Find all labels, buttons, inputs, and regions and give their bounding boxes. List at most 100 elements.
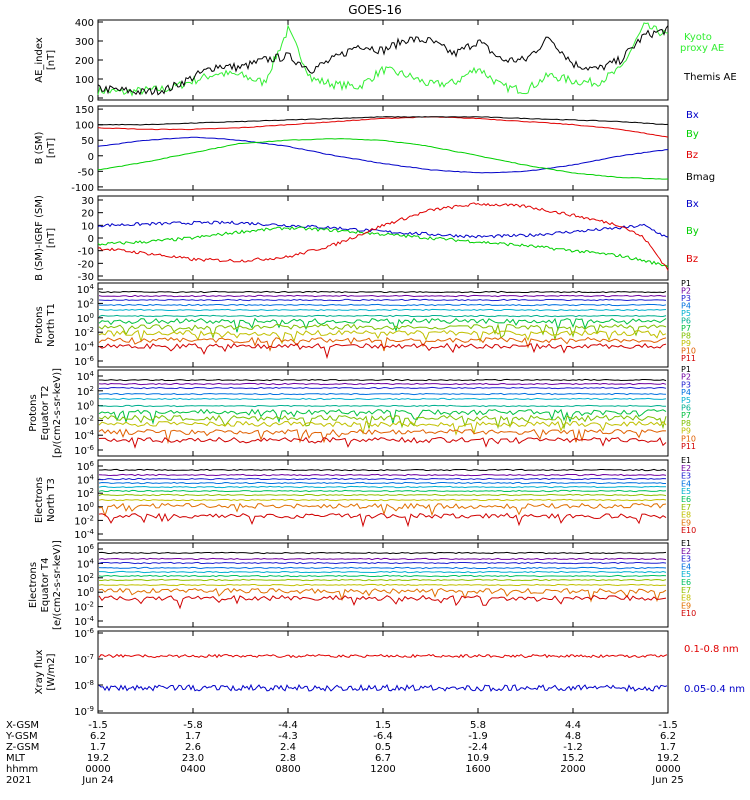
y-tick-label: 20 [81, 209, 94, 220]
x-row-value: 6.7 [375, 753, 391, 764]
x-row-value: 2.8 [280, 753, 296, 764]
x-row-value: 10.9 [467, 753, 489, 764]
channel-line-e9 [98, 502, 667, 518]
channel-line-p2 [98, 382, 667, 386]
y-tick-label: 102 [77, 572, 94, 585]
legend-p3: P3 [681, 294, 691, 303]
legend-bz: Bz [686, 254, 698, 265]
channel-line-e1 [98, 551, 667, 555]
channel-line-p1 [98, 290, 667, 294]
legend-p2: P2 [681, 287, 691, 296]
y-tick-label: 0 [88, 94, 94, 105]
legend-e7: E7 [681, 586, 691, 595]
y-tick-label: 100 [77, 501, 94, 514]
channel-line-p10 [98, 336, 667, 352]
legend-e9: E9 [681, 601, 691, 610]
y-tick-label: 0 [88, 152, 94, 163]
y-axis-label: Protons [28, 394, 39, 431]
x-row-value: -1.5 [88, 720, 108, 731]
xray-series-1 [98, 683, 668, 693]
x-row-label: Y-GSM [5, 731, 38, 742]
y-tick-label: 106 [77, 460, 95, 473]
y-axis-label: [nT] [46, 138, 57, 158]
legend-e5: E5 [681, 570, 691, 579]
channel-line-p4 [98, 392, 667, 396]
y-axis-label: Equator T2 [40, 386, 51, 441]
channel-line-e8 [98, 583, 667, 587]
channel-line-p3 [98, 386, 667, 390]
legend-p8: P8 [681, 419, 691, 428]
legend-themis-ae: Themis AE [683, 72, 737, 83]
y-tick-label: -30 [78, 272, 94, 283]
y-tick-label: 104 [77, 557, 95, 570]
x-row-value: 0000 [655, 764, 680, 775]
x-row-value: 19.2 [657, 753, 679, 764]
legend-by: By [686, 129, 699, 140]
x-row-value: -1.5 [658, 720, 678, 731]
legend-bmag: Bmag [686, 172, 715, 183]
series-line-bz [97, 116, 669, 138]
x-row-value: Jun 25 [651, 775, 684, 786]
y-tick-label: 10-2 [74, 326, 94, 339]
legend-kyoto-ae: proxy AE [680, 43, 724, 54]
series-line-by [97, 226, 669, 268]
x-row-label: 2021 [6, 775, 31, 786]
legend-p5: P5 [681, 309, 691, 318]
y-axis-label: [p/(cm2-s-sr-keV)] [52, 368, 63, 458]
legend-e3: E3 [681, 555, 691, 564]
legend-bx: Bx [686, 199, 699, 210]
legend-p9: P9 [681, 427, 691, 436]
y-tick-label: 400 [75, 18, 94, 29]
channel-line-e8 [98, 498, 667, 502]
x-row-value: -4.3 [278, 731, 298, 742]
x-row-value: 1200 [370, 764, 395, 775]
x-row-value: 0800 [275, 764, 300, 775]
x-row-value: -1.9 [468, 731, 488, 742]
y-tick-label: -20 [78, 259, 94, 270]
x-row-value: 5.8 [470, 720, 486, 731]
x-row-label: X-GSM [6, 720, 39, 731]
y-tick-label: 100 [75, 121, 94, 132]
x-row-value: -4.4 [278, 720, 298, 731]
y-axis-label: AE_index [34, 37, 45, 83]
channel-line-e3 [98, 477, 667, 481]
y-tick-label: 10-7 [74, 653, 94, 666]
y-tick-label: 10-9 [74, 705, 94, 718]
channel-line-p3 [98, 298, 667, 302]
panel-frame [97, 630, 669, 714]
legend-p4: P4 [681, 302, 691, 311]
channel-line-p9 [98, 420, 667, 436]
x-row-value: 2.4 [280, 742, 296, 753]
y-axis-label: [e/(cm2-s-sr-keV)] [52, 540, 63, 630]
legend-p4: P4 [681, 388, 691, 397]
y-axis-label: Xray flux [34, 650, 45, 695]
y-tick-label: 100 [77, 312, 94, 325]
y-tick-label: 10-6 [74, 627, 94, 640]
legend-p1: P1 [681, 365, 691, 374]
channel-line-e3 [98, 561, 667, 565]
channel-line-e6 [98, 574, 667, 578]
legend-e1: E1 [681, 456, 691, 465]
legend-p7: P7 [681, 324, 691, 333]
y-tick-label: -50 [78, 167, 94, 178]
x-row-value: 2000 [560, 764, 585, 775]
legend-p7: P7 [681, 411, 691, 420]
x-row-value: 1.7 [660, 742, 676, 753]
y-tick-label: 100 [77, 586, 94, 599]
channel-line-p10 [98, 428, 667, 445]
series-line-themis-ae [97, 25, 669, 96]
legend-e3: E3 [681, 472, 691, 481]
x-row-value: 2.6 [185, 742, 201, 753]
legend-p9: P9 [681, 339, 691, 348]
x-row-value: 6.2 [660, 731, 676, 742]
legend-e6: E6 [681, 495, 691, 504]
y-axis-label: [nT] [46, 50, 57, 70]
channel-line-e4 [98, 566, 667, 570]
y-tick-label: 200 [75, 56, 94, 67]
series-line-by [97, 138, 669, 180]
legend-xray-long: 0.1-0.8 nm [684, 644, 739, 655]
channel-line-e7 [98, 578, 667, 582]
legend-e4: E4 [681, 479, 691, 488]
legend-bz: Bz [686, 150, 698, 161]
x-row-value: 1600 [465, 764, 490, 775]
